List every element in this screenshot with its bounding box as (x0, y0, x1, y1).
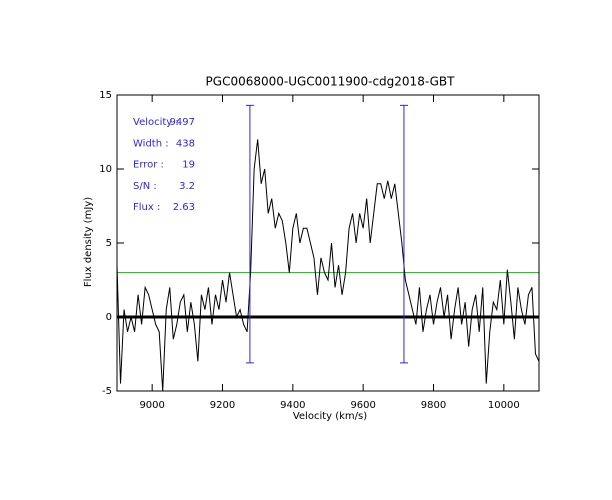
y-tick-label: 0 (106, 312, 112, 323)
annotation-label: Width : (133, 138, 169, 149)
chart-title: PGC0068000-UGC0011900-cdg2018-GBT (206, 75, 456, 89)
annotation-label: Flux : (133, 202, 160, 213)
annotation-value: 2.63 (173, 202, 195, 213)
x-axis-label: Velocity (km/s) (293, 411, 367, 422)
annotation-value: 9497 (170, 117, 195, 128)
plot-frame (116, 94, 540, 392)
spectrum-line (116, 139, 540, 392)
y-tick-label: 10 (99, 164, 112, 175)
annotation-value: 19 (182, 160, 195, 171)
y-tick-label: -5 (102, 386, 112, 397)
annotation-value: 438 (176, 138, 195, 149)
annotation-label: Velocity : (133, 117, 179, 128)
y-tick-label: 15 (99, 90, 112, 101)
x-tick-label: 9200 (210, 400, 235, 411)
annotation-label: S/N : (133, 181, 157, 192)
x-tick-label: 9400 (280, 400, 305, 411)
x-tick-label: 9800 (421, 400, 446, 411)
x-tick-label: 9000 (139, 400, 164, 411)
annotation-value: 3.2 (179, 181, 195, 192)
x-tick-label: 9600 (350, 400, 375, 411)
x-tick-label: 10000 (488, 400, 520, 411)
annotation-label: Error : (133, 160, 164, 171)
y-tick-label: 5 (106, 238, 112, 249)
y-axis-label: Flux density (mJy) (83, 197, 94, 287)
